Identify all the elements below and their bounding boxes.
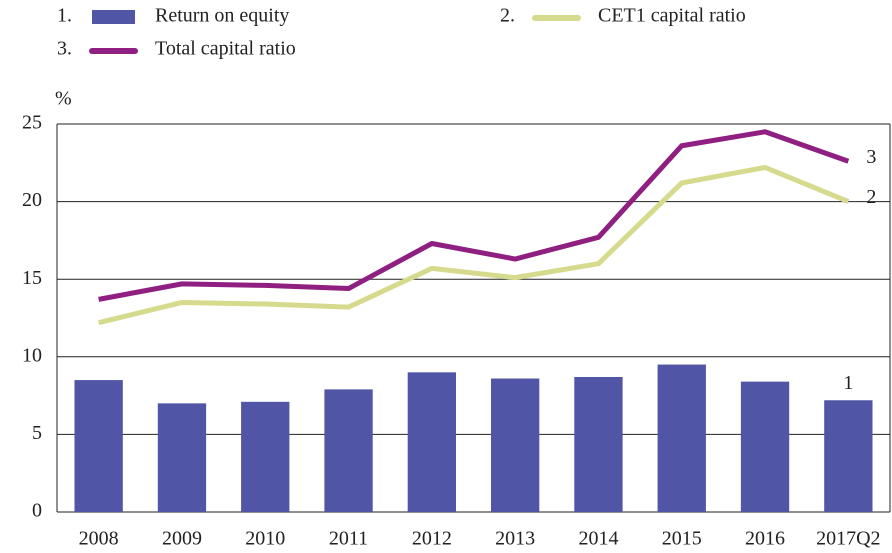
x-tick-label: 2017Q2: [816, 528, 880, 550]
line-series: [98, 129, 850, 302]
bar: [490, 378, 540, 512]
line-series: [98, 164, 850, 326]
legend-label: CET1 capital ratio: [598, 5, 746, 27]
x-tick-label: 2012: [412, 528, 452, 550]
y-tick-label: 20: [22, 189, 42, 211]
y-tick-label: 10: [22, 344, 42, 366]
bar: [241, 401, 290, 512]
y-tick-label: 5: [32, 422, 42, 444]
end-label: 2: [866, 186, 876, 208]
x-tick-label: 2010: [245, 528, 285, 550]
x-tick-label: 2013: [495, 528, 535, 550]
y-tick-label: 0: [32, 500, 42, 522]
end-label: 3: [866, 146, 876, 168]
legend-label: Total capital ratio: [155, 38, 296, 60]
x-tick-label: 2011: [329, 528, 368, 550]
bar: [824, 400, 873, 512]
x-tick-label: 2016: [745, 528, 785, 550]
bar: [574, 376, 623, 512]
legend-number: 2.: [500, 5, 515, 27]
x-tick-label: 2014: [578, 528, 618, 550]
y-axis-unit: %: [55, 88, 72, 110]
bar: [740, 381, 790, 512]
legend-label: Return on equity: [155, 5, 289, 27]
y-tick-label: 25: [22, 112, 42, 134]
bar: [157, 403, 207, 512]
x-tick-label: 2008: [79, 528, 119, 550]
end-label: 1: [843, 372, 853, 394]
bar: [657, 364, 706, 512]
y-tick-label: 15: [22, 267, 42, 289]
bar: [407, 372, 457, 512]
x-tick-label: 2015: [662, 528, 702, 550]
legend-number: 1.: [57, 5, 72, 27]
x-tick-label: 2009: [162, 528, 202, 550]
bar: [74, 380, 123, 512]
bar: [324, 389, 373, 512]
legend-swatch: [92, 10, 135, 24]
legend-number: 3.: [57, 38, 72, 60]
